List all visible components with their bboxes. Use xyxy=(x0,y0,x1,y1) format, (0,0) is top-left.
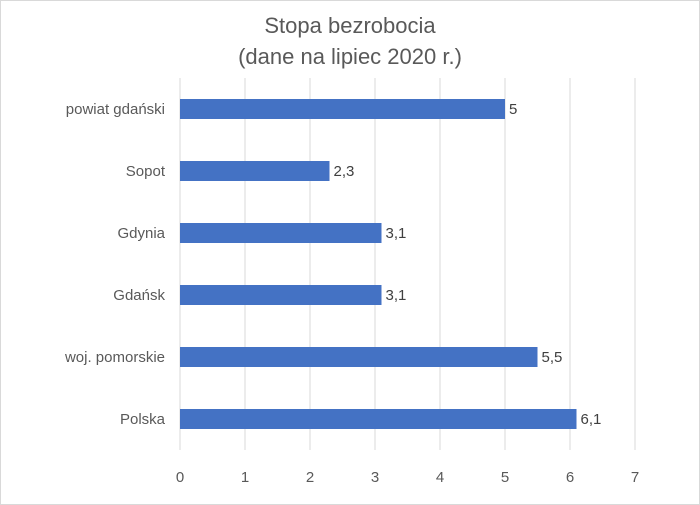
category-label: powiat gdański xyxy=(66,101,165,118)
category-label: Gdańsk xyxy=(113,287,165,304)
x-tick-label: 5 xyxy=(501,469,509,486)
data-label: 5,5 xyxy=(542,349,563,366)
bar xyxy=(180,409,577,429)
data-label: 2,3 xyxy=(334,163,355,180)
category-label: Gdynia xyxy=(117,225,165,242)
chart-title: Stopa bezrobocia (dane na lipiec 2020 r.… xyxy=(0,10,700,72)
category-label: Sopot xyxy=(126,163,166,180)
category-label: Polska xyxy=(120,411,166,428)
chart-title-line-2: (dane na lipiec 2020 r.) xyxy=(238,44,462,69)
bar xyxy=(180,161,330,181)
bar xyxy=(180,347,538,367)
x-tick-label: 4 xyxy=(436,469,444,486)
data-label: 5 xyxy=(509,101,517,118)
gridlines xyxy=(179,78,636,450)
x-tick-label: 1 xyxy=(241,469,249,486)
category-axis-labels: powiat gdański Sopot Gdynia Gdańsk woj. pomo… xyxy=(64,101,166,428)
x-tick-label: 0 xyxy=(176,469,184,486)
data-label: 3,1 xyxy=(386,287,407,304)
bar xyxy=(180,285,382,305)
x-tick-label: 3 xyxy=(371,469,379,486)
chart-title-line-1: Stopa bezrobocia xyxy=(264,13,436,38)
data-label: 6,1 xyxy=(581,411,602,428)
x-tick-label: 7 xyxy=(631,469,639,486)
bar xyxy=(180,99,505,119)
value-axis-labels: 0 1 2 3 4 5 6 7 xyxy=(176,469,639,486)
x-tick-label: 2 xyxy=(306,469,314,486)
x-tick-label: 6 xyxy=(566,469,574,486)
data-label: 3,1 xyxy=(386,225,407,242)
category-label: woj. pomorskie xyxy=(64,349,165,366)
bars xyxy=(180,99,577,429)
bar xyxy=(180,223,382,243)
data-labels: 5 2,3 3,1 3,1 5,5 6,1 xyxy=(334,101,602,428)
